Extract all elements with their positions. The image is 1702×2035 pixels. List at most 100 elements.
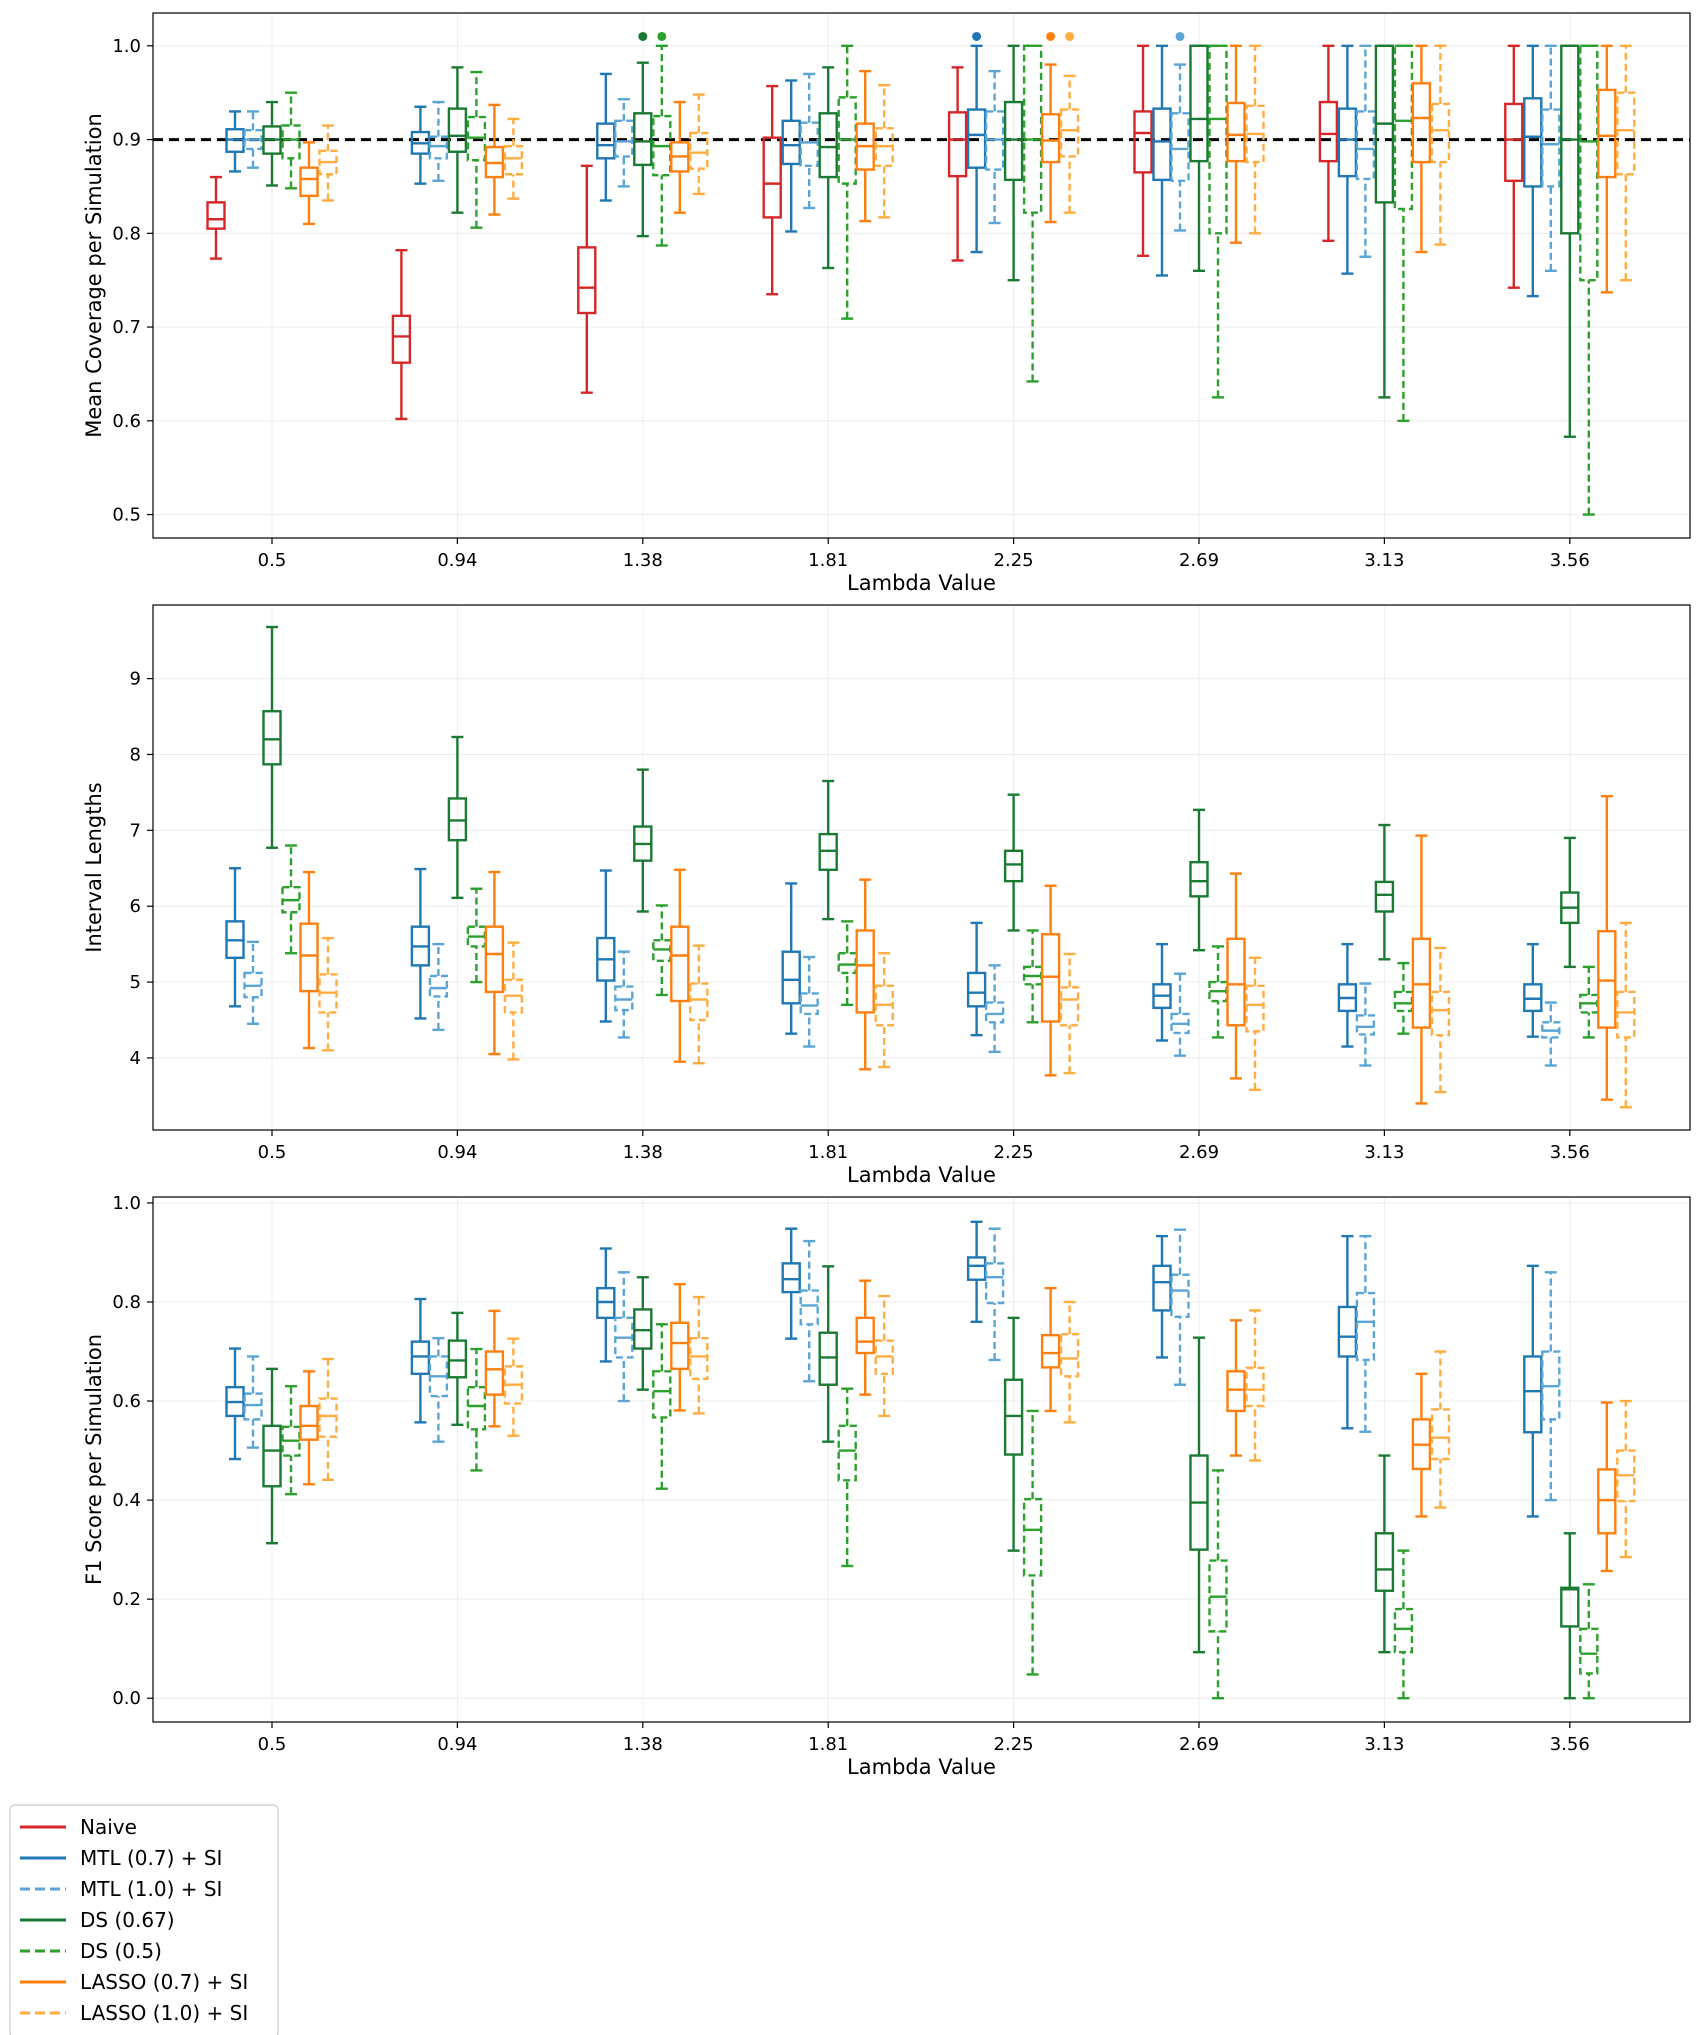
box-ds05-2.69 [1208,1469,1228,1700]
box-iqr [1318,100,1339,163]
box-mtl10-2.69 [1170,972,1190,1057]
box-lasso10-1.81 [874,83,894,219]
box-lasso07-1.38 [670,100,690,214]
box-ds067-1.38 [633,1276,653,1391]
box-ds05-0.94 [466,1347,487,1472]
box-ds05-1.38 [652,1323,672,1490]
box-iqr [818,1331,838,1386]
box-lasso10-0.5 [318,124,338,202]
y-tick-label: 0.8 [112,223,141,244]
outlier-mtl07 [972,31,982,41]
y-tick-label: 0.7 [112,317,141,338]
box-mtl07-1.38 [596,1247,616,1363]
box-lasso07-1.38 [670,1282,690,1412]
chart-panel-1: 0.5 0.94 1.38 1.81 2.25 2.69 3.13 3.56 0.5 0.6 0.7… [82,12,1691,595]
y-tick-label: 1.0 [112,36,141,57]
box-mtl10-0.94 [428,1336,449,1443]
legend-label: LASSO (0.7) + SI [80,1970,248,1994]
box-ds05-1.38 [652,904,672,997]
box-iqr [984,1001,1005,1024]
box-iqr [1616,990,1636,1039]
box-ds067-3.56 [1560,836,1580,969]
box-iqr [1003,849,1024,883]
box-iqr [762,136,782,219]
box-ds05-2.25 [1022,44,1043,383]
x-tick-label: 1.81 [808,1142,848,1163]
box-iqr [596,122,616,160]
box-iqr [1170,112,1190,183]
box-lasso07-3.13 [1411,44,1432,254]
box-iqr [410,1340,431,1376]
y-tick-label: 0.9 [112,130,141,151]
legend-item-ds05: DS (0.5) [20,1939,162,1963]
box-mtl10-3.13 [1355,1234,1376,1433]
x-tick-label: 0.5 [258,1142,287,1163]
box-lasso10-3.13 [1430,44,1451,246]
y-tick-label: 0.6 [112,411,141,432]
y-axis-label: Mean Coverage per Simulation [82,113,106,438]
box-mtl07-1.81 [781,1227,801,1340]
box-mtl10-0.94 [428,100,449,183]
box-ds067-2.69 [1189,44,1209,273]
box-mtl07-2.69 [1152,44,1172,277]
box-iqr [1022,1497,1043,1577]
box-mtl10-0.5 [243,110,263,169]
y-tick-label: 0.6 [112,1391,141,1412]
box-ds05-2.25 [1022,929,1043,1024]
box-iqr [1337,107,1358,178]
legend-item-mtl10: MTL (1.0) + SI [20,1877,222,1901]
box-lasso10-0.94 [503,117,524,200]
box-iqr [1411,82,1432,164]
outlier-lasso10 [1065,31,1075,41]
box-lasso10-0.5 [318,1357,338,1482]
chart-panel-2: 0.5 0.94 1.38 1.81 2.25 2.69 3.13 3.56 4 5 6 7 8 9 Lam… [82,604,1691,1187]
box-iqr [799,1289,819,1326]
box-ds067-2.69 [1189,1336,1209,1654]
outlier-ds067 [638,31,648,41]
box-lasso10-3.13 [1430,1350,1451,1509]
box-iqr [1226,101,1246,163]
box-ds05-0.94 [466,70,487,229]
outlier-mtl10 [1175,31,1185,41]
box-iqr [1374,880,1395,913]
y-tick-label: 7 [130,820,141,841]
box-mtl10-1.81 [799,1239,819,1383]
box-ds067-3.56 [1560,1532,1580,1700]
legend-label: DS (0.67) [80,1908,175,1932]
box-mtl10-0.5 [243,940,263,1025]
box-lasso10-3.56 [1616,921,1636,1109]
y-tick-label: 0.5 [112,505,141,526]
x-tick-label: 0.5 [258,550,287,571]
box-iqr [1523,1355,1543,1434]
legend-label: DS (0.5) [80,1939,162,1963]
box-iqr [799,121,819,168]
box-lasso10-2.69 [1245,1309,1265,1462]
box-mtl07-2.25 [966,921,987,1037]
box-mtl07-1.81 [781,882,801,1035]
box-ds067-2.25 [1003,793,1024,932]
box-mtl07-3.13 [1337,44,1358,275]
box-lasso07-0.94 [484,103,505,216]
box-ds067-1.38 [633,768,653,913]
box-naive-0.5 [206,175,226,260]
legend-item-naive: Naive [20,1815,137,1839]
box-mtl10-1.81 [799,72,819,210]
box-iqr [299,166,319,198]
box-iqr [1616,91,1636,176]
box-ds067-2.25 [1003,44,1024,282]
box-lasso07-1.81 [855,69,875,223]
box-mtl10-1.38 [614,950,634,1039]
box-iqr [1355,110,1376,181]
box-iqr [1226,1370,1246,1413]
box-iqr [1245,1366,1265,1408]
box-ds05-0.5 [281,1384,301,1496]
box-iqr [652,1370,672,1419]
box-iqr [633,1308,653,1350]
box-iqr [1170,1273,1190,1319]
box-lasso10-2.69 [1245,44,1265,235]
box-iqr [1355,1014,1376,1036]
legend-label: Naive [80,1815,137,1839]
box-lasso10-2.25 [1059,74,1080,214]
box-mtl10-3.13 [1355,44,1376,258]
box-iqr [781,119,801,166]
